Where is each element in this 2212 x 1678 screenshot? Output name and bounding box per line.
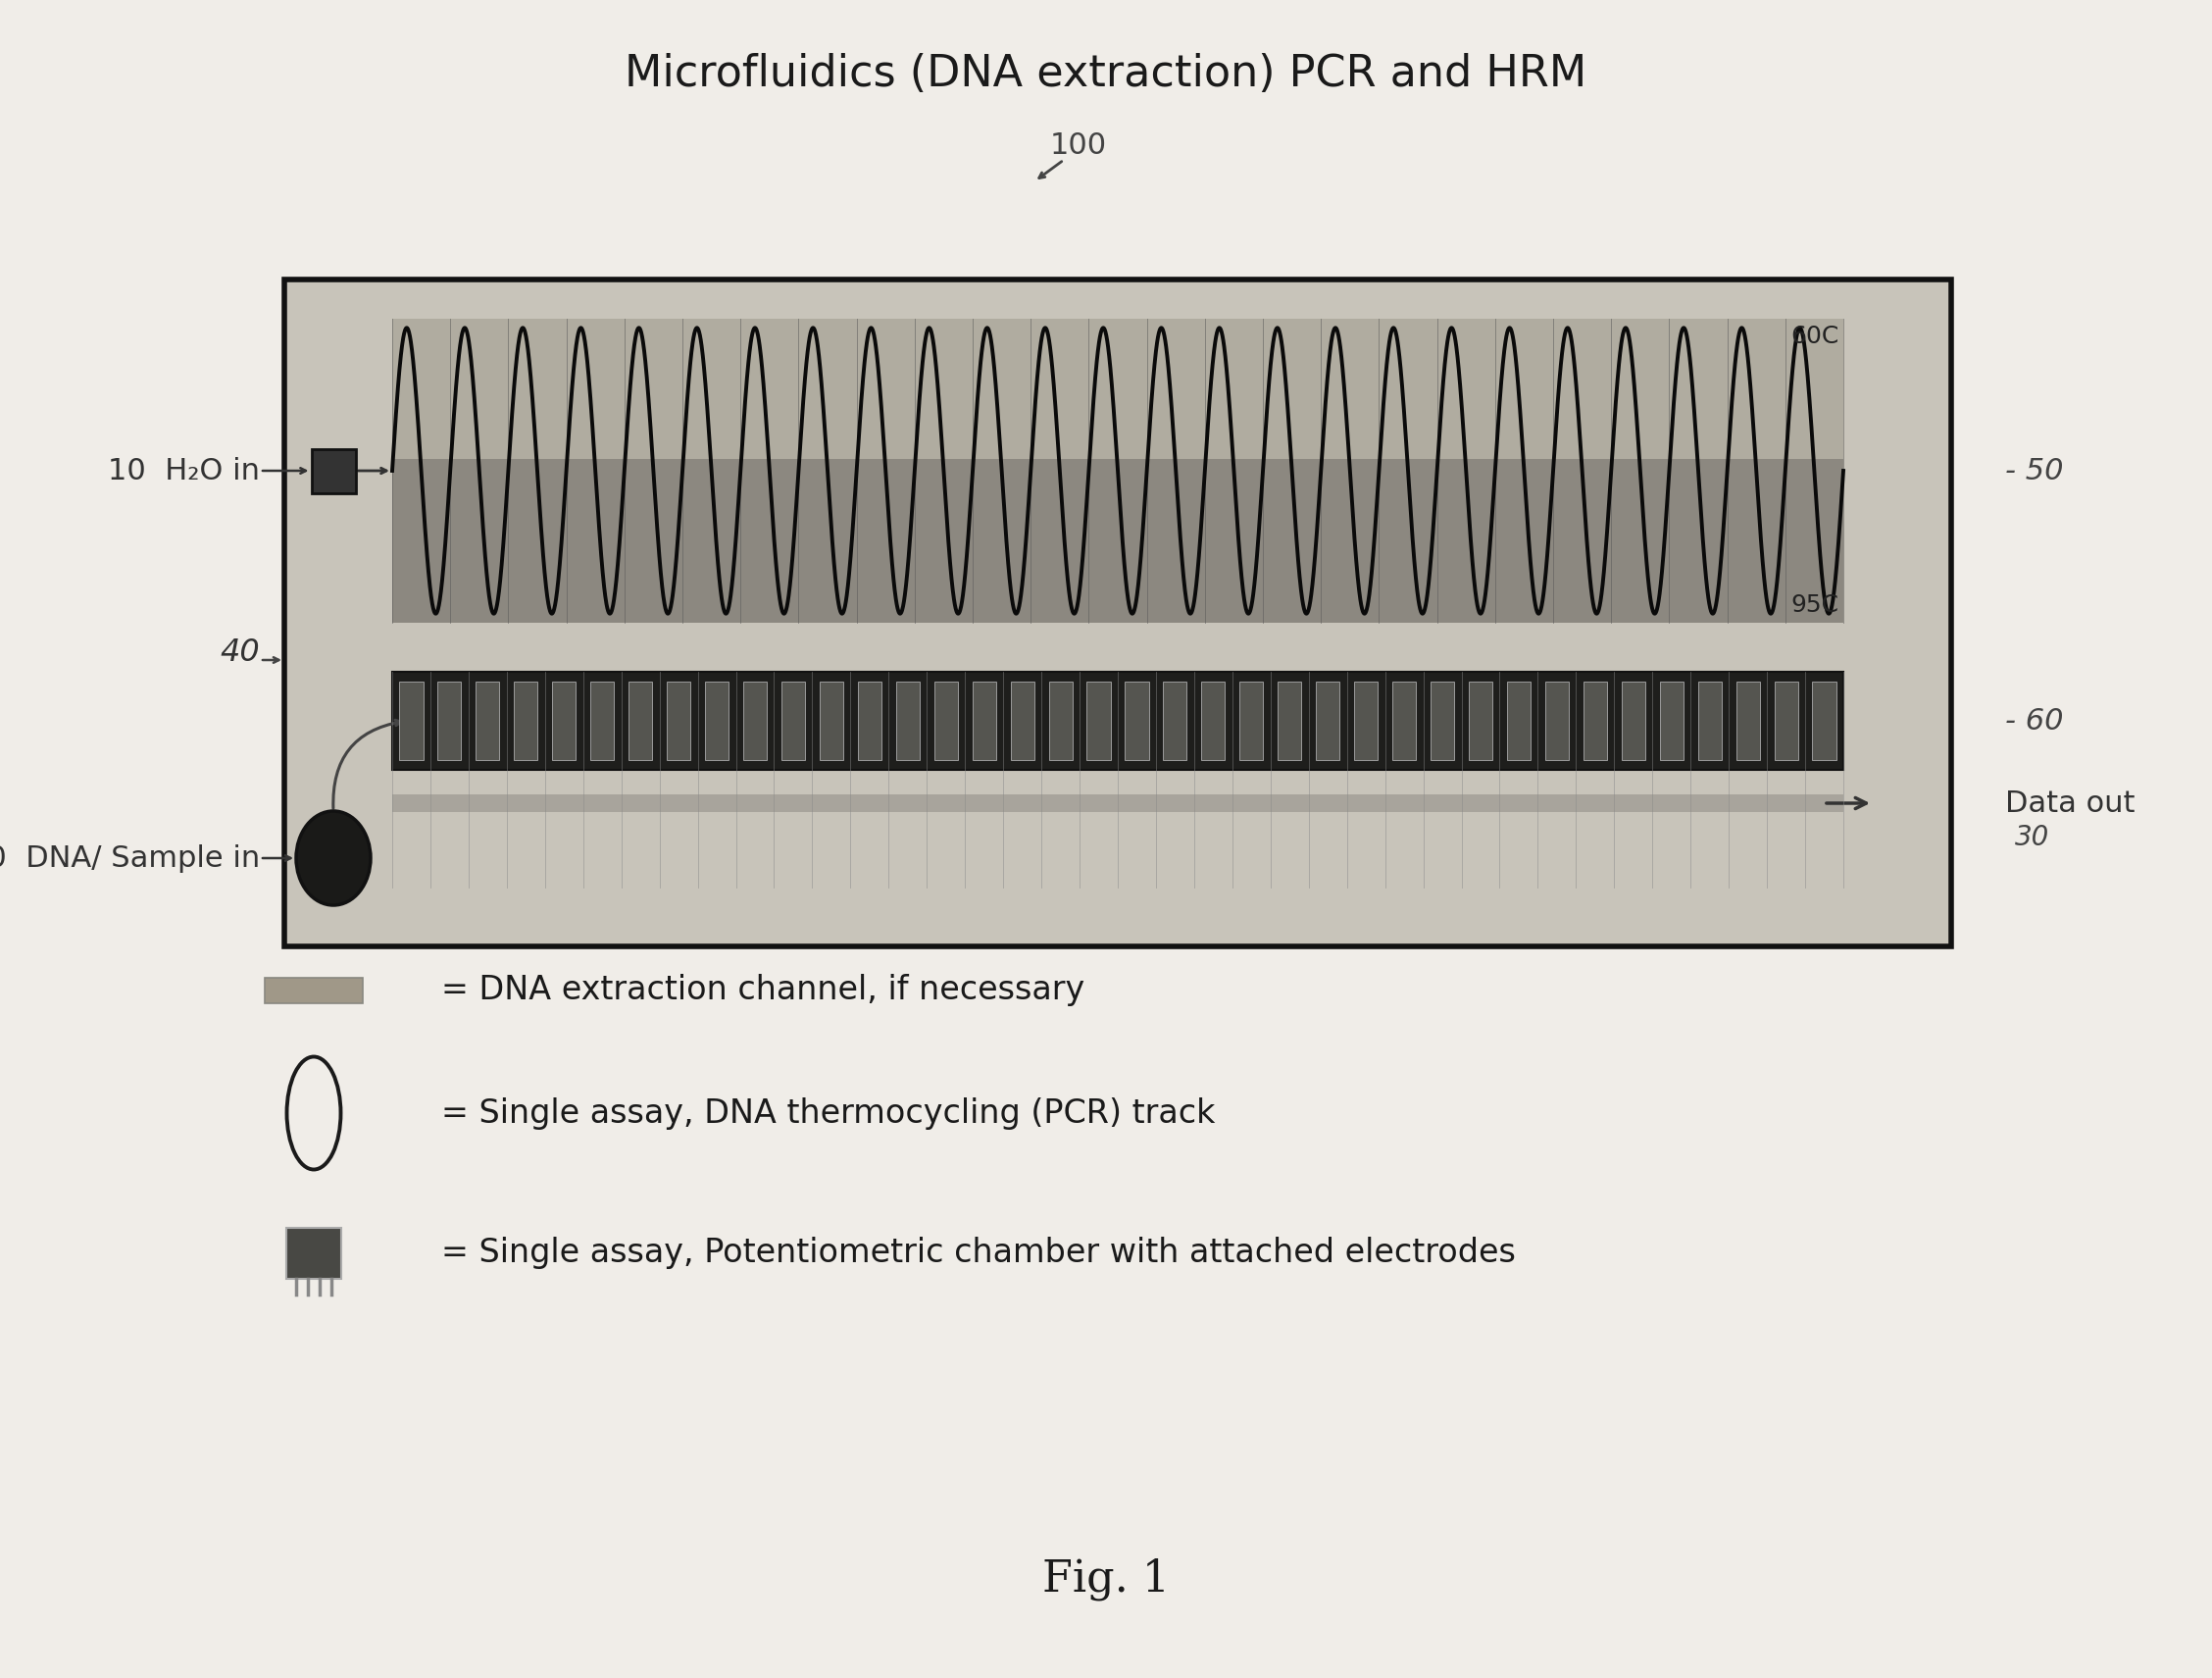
- Text: = Single assay, DNA thermocycling (PCR) track: = Single assay, DNA thermocycling (PCR) …: [440, 1097, 1214, 1129]
- Text: = Single assay, Potentiometric chamber with attached electrodes: = Single assay, Potentiometric chamber w…: [440, 1237, 1515, 1270]
- Bar: [1659, 681, 1683, 760]
- Bar: [1279, 681, 1301, 760]
- Bar: [513, 681, 538, 760]
- Text: 10  H₂O in: 10 H₂O in: [108, 456, 259, 485]
- Bar: [438, 681, 462, 760]
- Text: 60C: 60C: [1790, 324, 1838, 347]
- Bar: [1546, 681, 1568, 760]
- Bar: [1506, 681, 1531, 760]
- Bar: [476, 681, 500, 760]
- Bar: [706, 681, 728, 760]
- Bar: [392, 671, 1843, 770]
- Bar: [1621, 681, 1646, 760]
- Bar: [1201, 681, 1225, 760]
- Bar: [1469, 681, 1493, 760]
- Text: 100: 100: [1051, 131, 1106, 159]
- Bar: [973, 681, 995, 760]
- Bar: [1126, 681, 1148, 760]
- Bar: [1316, 681, 1340, 760]
- Bar: [628, 681, 653, 760]
- Bar: [666, 681, 690, 760]
- Bar: [392, 319, 1843, 458]
- Text: Microfluidics (DNA extraction) PCR and HRM: Microfluidics (DNA extraction) PCR and H…: [626, 52, 1586, 94]
- Bar: [400, 681, 422, 760]
- Bar: [781, 681, 805, 760]
- Bar: [1086, 681, 1110, 760]
- Bar: [392, 794, 1843, 812]
- Bar: [1774, 681, 1798, 760]
- Bar: [591, 681, 615, 760]
- Bar: [896, 681, 920, 760]
- Text: Fig. 1: Fig. 1: [1042, 1557, 1170, 1601]
- Bar: [933, 681, 958, 760]
- Text: - 50: - 50: [2004, 456, 2064, 485]
- Text: = DNA extraction channel, if necessary: = DNA extraction channel, if necessary: [440, 975, 1084, 1007]
- Text: 40: 40: [219, 638, 259, 668]
- Bar: [265, 978, 363, 1003]
- Bar: [1391, 681, 1416, 760]
- Bar: [1812, 681, 1836, 760]
- Text: Data out: Data out: [2004, 789, 2135, 817]
- Bar: [1431, 681, 1453, 760]
- Bar: [553, 681, 575, 760]
- Bar: [1239, 681, 1263, 760]
- Bar: [285, 280, 1951, 946]
- Text: 95C: 95C: [1790, 594, 1838, 618]
- Bar: [312, 448, 356, 493]
- Bar: [818, 681, 843, 760]
- Bar: [1011, 681, 1035, 760]
- Bar: [285, 1228, 341, 1279]
- Text: 20  DNA/ Sample in: 20 DNA/ Sample in: [0, 844, 259, 873]
- Bar: [1736, 681, 1761, 760]
- Text: - 60: - 60: [2004, 706, 2064, 735]
- Bar: [1354, 681, 1378, 760]
- Bar: [1164, 681, 1188, 760]
- Text: 30: 30: [2015, 824, 2051, 851]
- Bar: [392, 458, 1843, 623]
- Bar: [858, 681, 880, 760]
- Bar: [1048, 681, 1073, 760]
- Bar: [1584, 681, 1606, 760]
- Bar: [743, 681, 768, 760]
- Ellipse shape: [296, 810, 372, 904]
- Bar: [1699, 681, 1721, 760]
